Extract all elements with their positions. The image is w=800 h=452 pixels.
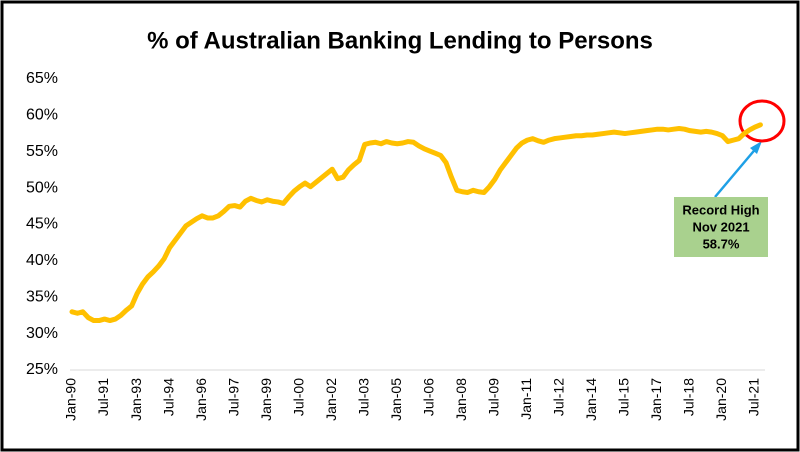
x-tick-label: Jul-94 xyxy=(160,378,176,416)
data-line xyxy=(69,122,763,324)
x-tick-label: Jan-14 xyxy=(583,378,599,421)
y-tick-label: 25% xyxy=(26,361,58,378)
y-tick-label: 40% xyxy=(26,252,58,269)
annotation-box xyxy=(674,197,768,257)
x-tick-label: Jul-03 xyxy=(355,378,371,416)
highlight-circle xyxy=(738,99,786,143)
x-tick-label: Jan-20 xyxy=(713,378,729,421)
x-tick-label: Jul-97 xyxy=(225,378,241,416)
x-tick-label: Jan-17 xyxy=(648,378,664,421)
x-tick-label: Jul-09 xyxy=(486,378,502,416)
x-tick-label: Jan-02 xyxy=(323,378,339,421)
x-tick-label: Jul-00 xyxy=(290,378,306,416)
annotation-text: 58.7% xyxy=(703,236,740,251)
x-tick-label: Jan-93 xyxy=(128,378,144,421)
x-tick-label: Jan-11 xyxy=(518,378,534,420)
x-tick-label: Jul-06 xyxy=(420,378,436,416)
x-tick-label: Jan-05 xyxy=(388,378,404,421)
y-tick-label: 35% xyxy=(26,288,58,305)
arrow-head xyxy=(750,141,762,154)
y-tick-label: 50% xyxy=(26,179,58,196)
x-tick-label: Jul-15 xyxy=(616,378,632,416)
annotation-arrow xyxy=(714,145,759,198)
chart-title: % of Australian Banking Lending to Perso… xyxy=(147,27,653,54)
y-tick-label: 30% xyxy=(26,325,58,342)
y-tick-label: 45% xyxy=(26,216,58,233)
y-tick-label: 60% xyxy=(26,107,58,124)
x-tick-label: Jan-99 xyxy=(258,378,274,421)
annotation-text: Nov 2021 xyxy=(692,219,749,234)
x-tick-label: Jul-91 xyxy=(95,378,111,416)
annotation-text: Record High xyxy=(682,202,759,217)
y-tick-label: 55% xyxy=(26,143,58,160)
x-tick-label: Jan-96 xyxy=(193,378,209,421)
x-tick-label: Jan-90 xyxy=(63,378,79,421)
x-tick-label: Jan-08 xyxy=(453,378,469,421)
y-tick-label: 65% xyxy=(26,70,58,87)
x-tick-label: Jul-18 xyxy=(681,378,697,416)
x-tick-label: Jul-21 xyxy=(746,378,762,416)
x-tick-label: Jul-12 xyxy=(551,378,567,416)
